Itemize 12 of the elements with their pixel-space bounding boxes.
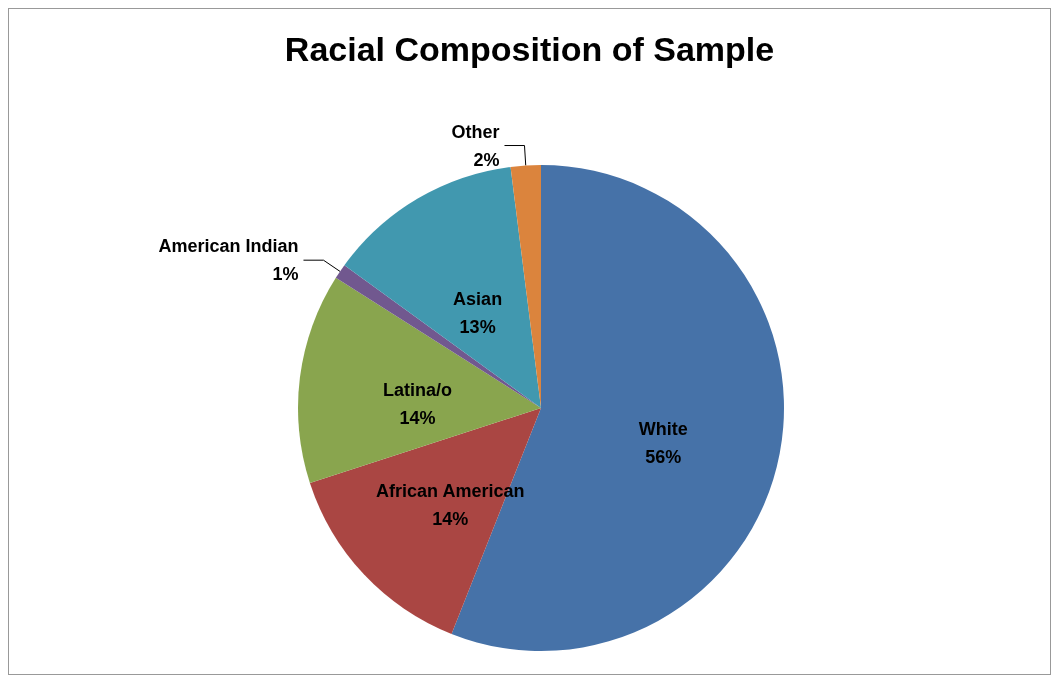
- data-label: 2%: [473, 149, 500, 170]
- data-label: 1%: [272, 264, 299, 285]
- data-label: 13%: [459, 316, 496, 337]
- data-label: 14%: [432, 509, 469, 530]
- data-label: 14%: [399, 408, 436, 429]
- slice-label: American Indian: [158, 236, 299, 257]
- slice-label: Asian: [453, 288, 503, 309]
- data-label: 56%: [645, 447, 682, 468]
- slice-label: Latina/o: [382, 380, 452, 401]
- slice-label: Other: [451, 121, 500, 142]
- chart-title: Racial Composition of Sample: [284, 30, 775, 68]
- slice-label: White: [638, 419, 688, 440]
